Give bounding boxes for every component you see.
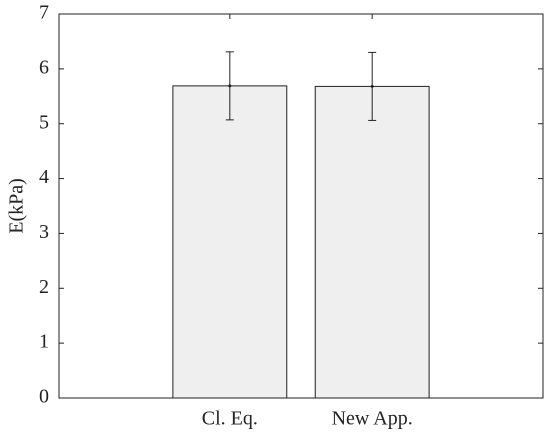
error-center [228, 84, 232, 88]
bar [172, 85, 288, 399]
x-tick-label: Cl. Eq. [202, 408, 258, 430]
y-tick-label: 1 [39, 331, 49, 353]
y-tick-label: 5 [39, 111, 49, 133]
error-center [370, 84, 374, 88]
x-tick-label: New App. [332, 408, 413, 430]
y-tick-label: 6 [39, 56, 49, 78]
y-tick-label: 4 [39, 166, 49, 188]
y-tick-label: 0 [39, 386, 49, 408]
y-axis-label: E(kPa) [6, 178, 28, 234]
y-tick-label: 3 [39, 221, 49, 243]
plot-frame [58, 13, 544, 399]
y-tick-label: 2 [39, 276, 49, 298]
bar [314, 85, 430, 399]
y-tick-label: 7 [39, 2, 49, 24]
